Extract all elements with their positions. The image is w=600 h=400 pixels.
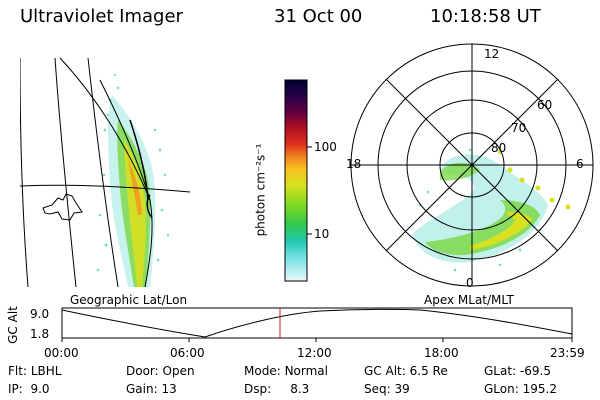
mlt-label-12: 12 [484, 47, 500, 61]
info-dsp: Dsp: 8.3 [244, 382, 310, 396]
info-flt: Flt: LBHL [8, 364, 62, 378]
info-seq: Seq: 39 [364, 382, 410, 396]
geo-grid [20, 57, 190, 287]
xtick-1200: 12:00 [297, 346, 332, 360]
info-flt-value: LBHL [30, 364, 62, 378]
colorbar-tick-10: 10 [314, 227, 330, 241]
mlt-label-18: 18 [346, 157, 362, 171]
info-gcalt: GC Alt: 6.5 Re [364, 364, 448, 378]
xtick-0000: 00:00 [44, 346, 79, 360]
mlat-ring-60: 60 [537, 98, 553, 112]
image-time: 10:18:58 UT [430, 6, 541, 27]
info-door-value: Open [162, 364, 195, 378]
info-seq-value: 39 [394, 382, 410, 396]
altitude-plot-frame [61, 307, 573, 339]
xtick-2359: 23:59 [550, 346, 585, 360]
info-gcalt-value: 6.5 Re [409, 364, 448, 378]
mlt-label-0: 0 [466, 276, 474, 290]
instrument-title: Ultraviolet Imager [20, 6, 183, 27]
info-ip-value: 9.0 [30, 382, 50, 396]
apex-label: Apex MLat/MLT [424, 293, 514, 307]
mlat-ring-70: 70 [511, 121, 527, 135]
info-mode-value: Normal [284, 364, 328, 378]
colorbar [284, 79, 308, 282]
altitude-ticks [61, 338, 573, 342]
info-glon: GLon: 195.2 [484, 382, 557, 396]
info-glat: GLat: -69.5 [484, 364, 551, 378]
image-date: 31 Oct 00 [274, 6, 363, 27]
polar-grid [350, 43, 594, 287]
info-gain-value: 13 [161, 382, 177, 396]
info-gain: Gain: 13 [126, 382, 177, 396]
polar-image [412, 148, 571, 272]
mlt-label-6: 6 [576, 157, 584, 171]
colorbar-tick-100: 100 [314, 140, 337, 154]
geographic-label: Geographic Lat/Lon [70, 293, 188, 307]
altitude-curve [61, 308, 573, 338]
info-ip: IP: 9.0 [8, 382, 50, 396]
altitude-ytick-max: 9.0 [30, 307, 50, 321]
info-door: Door: Open [126, 364, 195, 378]
altitude-ylabel: GC Alt [5, 306, 20, 344]
info-mode: Mode: Normal [244, 364, 328, 378]
colorbar-label: photon cm⁻²s⁻¹ [253, 143, 268, 237]
info-dsp-value: 8.3 [290, 382, 310, 396]
mlat-ring-80: 80 [491, 141, 507, 155]
info-glat-value: -69.5 [519, 364, 551, 378]
xtick-1800: 18:00 [424, 346, 459, 360]
info-glon-value: 195.2 [522, 382, 557, 396]
xtick-0600: 06:00 [170, 346, 205, 360]
altitude-ytick-min: 1.8 [30, 327, 50, 341]
geographic-image [20, 57, 190, 287]
